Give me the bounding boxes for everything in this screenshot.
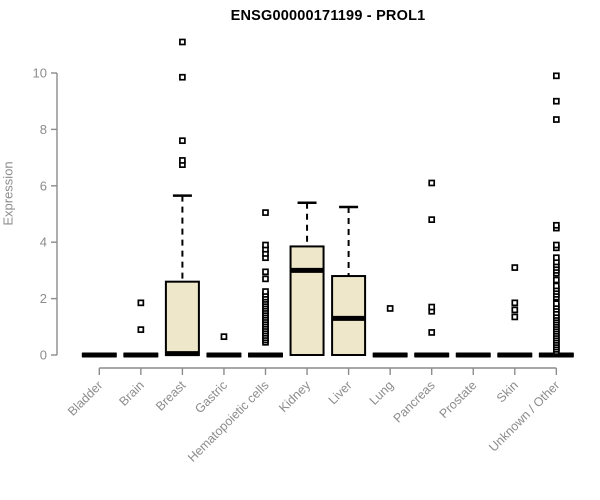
outlier-point-breast: [179, 157, 186, 164]
x-tick-label-hematopoietic-cells: Hematopoietic cells: [185, 378, 272, 465]
y-tick-label: 4: [40, 235, 47, 250]
outlier-point-breast: [179, 38, 186, 46]
outlier-point-brain: [137, 326, 145, 333]
outlier-point-pancreas: [428, 179, 436, 187]
outlier-point-unknown-other: [552, 72, 560, 80]
outlier-point-pancreas: [428, 216, 436, 223]
y-tick-label: 10: [33, 66, 47, 81]
outlier-point-unknown-other: [552, 254, 560, 262]
x-tick-label-kidney: Kidney: [276, 378, 313, 415]
outlier-point-hematopoietic-cells: [262, 209, 269, 216]
outlier-point-breast: [179, 73, 186, 81]
outlier-point-hematopoietic-cells: [262, 275, 269, 283]
x-tick-label-breast: Breast: [153, 378, 189, 414]
x-tick-label-bladder: Bladder: [65, 378, 105, 418]
y-tick-label: 2: [40, 291, 47, 306]
outlier-point-pancreas: [428, 329, 436, 336]
y-tick-label: 6: [40, 178, 47, 193]
outlier-point-unknown-other: [552, 282, 560, 290]
chart-title: ENSG00000171199 - PROL1: [230, 8, 426, 24]
outlier-point-unknown-other: [552, 241, 560, 249]
x-tick-label-skin: Skin: [494, 378, 521, 405]
x-tick-label-unknown-other: Unknown / Other: [486, 378, 562, 454]
outlier-point-unknown-other: [552, 221, 560, 229]
outlier-point-skin: [511, 313, 519, 321]
outlier-point-unknown-other: [552, 276, 560, 284]
box-liver: [331, 275, 367, 357]
x-tick-label-pancreas: Pancreas: [391, 378, 438, 425]
outlier-point-unknown-other: [552, 116, 560, 123]
outlier-point-skin: [511, 264, 519, 271]
box-kidney: [289, 245, 325, 356]
outlier-point-hematopoietic-cells: [262, 268, 269, 276]
x-tick-label-brain: Brain: [116, 378, 147, 409]
outlier-point-gastric: [220, 333, 228, 341]
x-tick-label-liver: Liver: [326, 378, 355, 407]
y-tick-label: 8: [40, 122, 47, 137]
outlier-point-skin: [511, 306, 519, 314]
outlier-point-unknown-other: [552, 300, 560, 308]
outlier-point-breast: [179, 137, 186, 145]
outlier-point-pancreas: [428, 303, 436, 311]
outlier-point-unknown-other: [552, 97, 560, 105]
x-tick-label-lung: Lung: [367, 378, 397, 408]
outlier-point-skin: [511, 299, 519, 307]
box-breast: [164, 280, 200, 356]
x-tick-label-prostate: Prostate: [437, 378, 480, 421]
outlier-point-hematopoietic-cells: [262, 288, 269, 295]
x-tick-label-gastric: Gastric: [192, 378, 230, 416]
outlier-point-hematopoietic-cells: [262, 241, 269, 249]
y-tick-label: 0: [40, 348, 47, 363]
outlier-point-brain: [137, 299, 145, 307]
outlier-point-lung: [386, 305, 394, 312]
